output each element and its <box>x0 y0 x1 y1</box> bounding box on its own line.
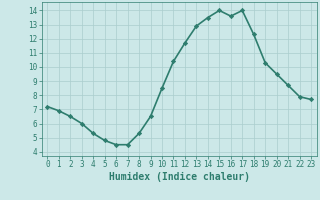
X-axis label: Humidex (Indice chaleur): Humidex (Indice chaleur) <box>109 172 250 182</box>
